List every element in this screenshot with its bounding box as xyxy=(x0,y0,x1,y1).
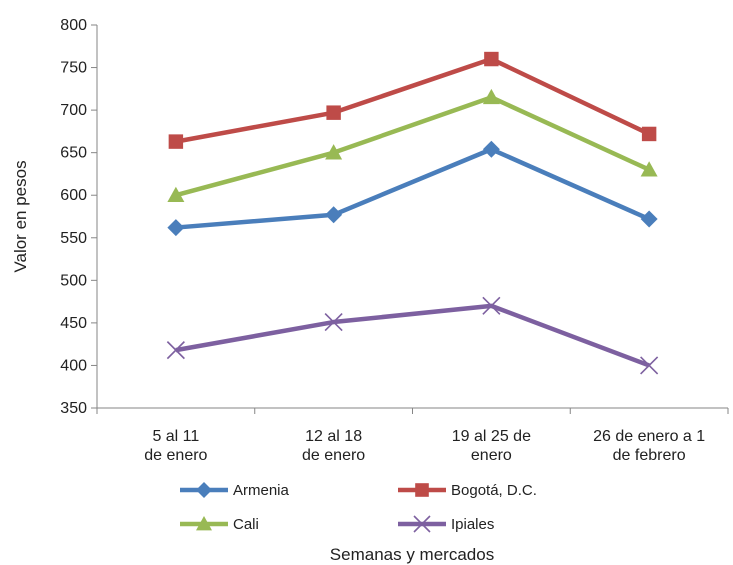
y-tick-label: 350 xyxy=(60,400,87,417)
data-point-marker xyxy=(167,219,185,237)
series-line xyxy=(175,147,651,230)
x-tick-label-line: 26 de enero a 1 xyxy=(593,428,705,445)
marker-stroke xyxy=(413,515,431,533)
y-axis-title: Valor en pesos xyxy=(11,160,30,272)
legend-label: Armenia xyxy=(233,482,290,499)
x-tick-label: 26 de enero a 1 de febrero xyxy=(593,428,705,464)
x-tick-label-line: de enero xyxy=(144,447,207,464)
series-group xyxy=(166,51,659,375)
data-point-marker xyxy=(413,515,431,533)
series-line xyxy=(175,303,650,368)
data-point-marker xyxy=(415,483,429,497)
data-point-marker xyxy=(640,161,658,177)
data-point-marker xyxy=(641,126,657,142)
x-tick-label: 19 al 25 de enero xyxy=(452,428,531,464)
x-tick-label-line: 5 al 11 xyxy=(152,428,199,445)
data-point-marker xyxy=(324,312,343,332)
x-tick-label: 12 al 18 de enero xyxy=(302,428,365,464)
legend-label: Bogotá, D.C. xyxy=(451,482,537,499)
data-point-marker xyxy=(167,186,185,203)
legend-item: Bogotá, D.C. xyxy=(398,482,537,499)
legend: Armenia Bogotá, D.C. Cali Ipiales xyxy=(180,482,537,533)
marker-stroke xyxy=(640,356,659,375)
series-3 xyxy=(166,296,659,375)
data-point-marker xyxy=(640,356,659,375)
y-tick-labels: 350 400 450 500 550 600 650 700 750 800 xyxy=(60,17,87,417)
y-tick-label: 400 xyxy=(60,357,87,374)
data-point-marker xyxy=(325,206,343,224)
legend-item: Ipiales xyxy=(398,515,494,533)
y-tick-label: 600 xyxy=(60,187,87,204)
marker-stroke xyxy=(482,296,501,315)
y-tick-label: 550 xyxy=(60,230,87,247)
series-line xyxy=(175,56,651,144)
y-tick-label: 500 xyxy=(60,272,87,289)
axes xyxy=(91,24,729,414)
x-tick-label-line: de enero xyxy=(302,447,365,464)
data-point-marker xyxy=(168,134,184,149)
x-tick-label: 5 al 11 de enero xyxy=(144,428,207,464)
series-2 xyxy=(167,88,658,203)
series-1 xyxy=(168,51,657,149)
y-tick-label: 650 xyxy=(60,145,87,162)
marker-stroke xyxy=(324,312,343,332)
data-point-marker xyxy=(196,482,212,498)
marker-stroke xyxy=(166,341,185,360)
data-point-marker xyxy=(196,516,212,531)
legend-label: Ipiales xyxy=(451,516,494,533)
x-tick-label-line: de febrero xyxy=(613,447,686,464)
x-tick-label-line: 19 al 25 de xyxy=(452,428,531,445)
legend-item: Armenia xyxy=(180,482,290,499)
data-point-marker xyxy=(482,140,500,158)
legend-label: Cali xyxy=(233,516,259,533)
series-0 xyxy=(167,140,658,237)
x-tick-label-line: 12 al 18 xyxy=(305,428,362,445)
data-point-marker xyxy=(640,210,658,228)
x-axis-title: Semanas y mercados xyxy=(330,545,494,564)
data-point-marker xyxy=(325,144,343,160)
data-point-marker xyxy=(484,51,499,67)
data-point-marker xyxy=(482,88,500,105)
y-tick-label: 450 xyxy=(60,315,87,332)
data-point-marker xyxy=(482,296,501,315)
legend-item: Cali xyxy=(180,516,259,533)
x-tick-label-line: enero xyxy=(471,447,512,464)
y-tick-label: 750 xyxy=(60,60,87,77)
series-line xyxy=(175,95,651,198)
data-point-marker xyxy=(326,105,341,120)
y-tick-label: 800 xyxy=(60,17,87,34)
y-tick-label: 700 xyxy=(60,102,87,119)
x-tick-labels: 5 al 11 de enero 12 al 18 de enero 19 al 25 … xyxy=(144,428,705,464)
data-point-marker xyxy=(166,341,185,360)
